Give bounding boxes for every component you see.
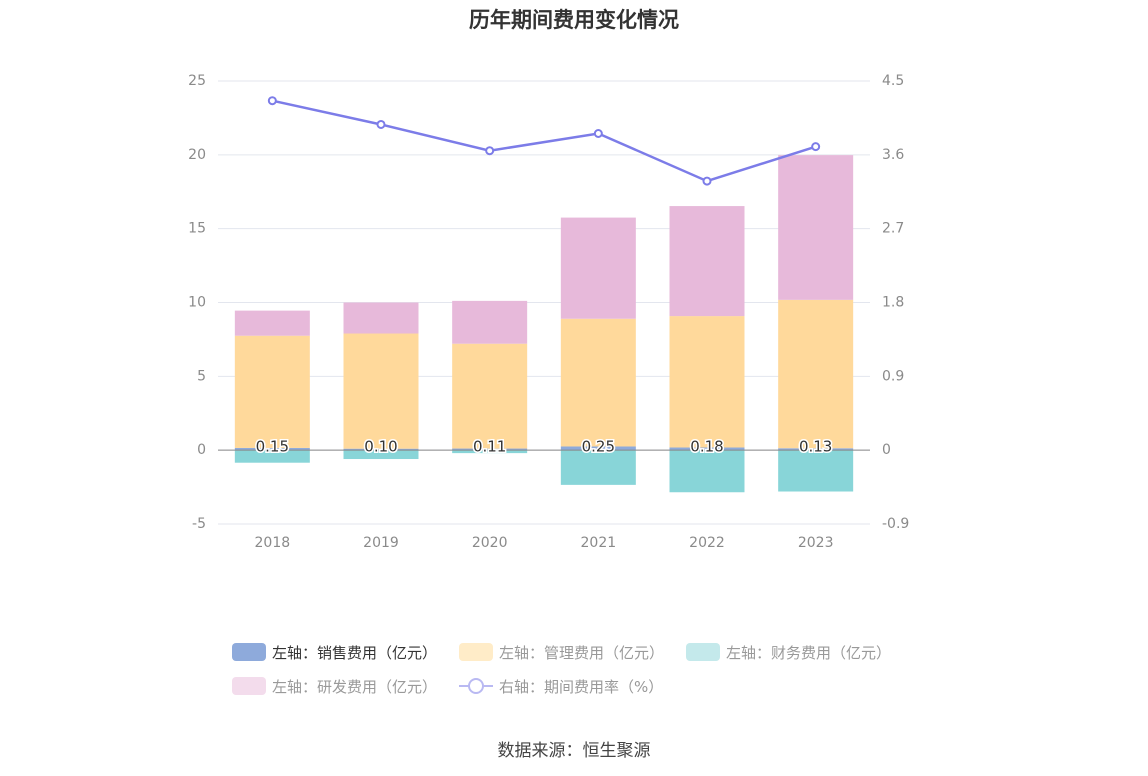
left-axis-tick-label: -5 [192, 516, 206, 532]
legend-label-rate: 右轴：期间费用率（%） [499, 677, 664, 696]
data-label-sales: 0.18 [690, 438, 723, 456]
x-axis-tick-label: 2022 [689, 535, 725, 551]
rate-point [485, 146, 495, 156]
legend-swatch-finance [686, 643, 721, 661]
legend-item-rate[interactable]: 右轴：期间费用率（%） [459, 676, 663, 697]
bar-admin [778, 299, 854, 449]
bar-admin [234, 335, 310, 448]
bar-rd [343, 302, 419, 334]
legend-item-rd[interactable]: 左轴：研发费用（亿元） [232, 676, 437, 697]
x-axis-tick-label: 2020 [472, 535, 508, 551]
legend-item-sales[interactable]: 左轴：销售费用（亿元） [232, 642, 437, 663]
data-label-sales: 0.11 [473, 438, 506, 456]
data-label-sales: 0.15 [256, 438, 289, 456]
right-axis-tick-label: -0.9 [882, 516, 909, 532]
legend-label-rd: 左轴：研发费用（亿元） [272, 677, 438, 696]
right-axis-tick-label: 1.8 [882, 295, 904, 311]
bar-finance [452, 450, 528, 454]
rate-point [376, 119, 386, 129]
bar-admin [669, 316, 745, 448]
right-axis-tick-label: 0.9 [882, 368, 904, 384]
left-axis-tick-label: 15 [188, 221, 206, 237]
legend-row-2: 左轴：研发费用（亿元） 右轴：期间费用率（%） [232, 674, 932, 698]
x-axis-tick-label: 2023 [798, 535, 834, 551]
bar-finance [778, 450, 854, 492]
bar-finance [343, 450, 419, 460]
left-axis-tick-label: 20 [188, 147, 206, 163]
legend-row-1: 左轴：销售费用（亿元） 左轴：管理费用（亿元） 左轴：财务费用（亿元） [232, 640, 932, 664]
left-axis-tick-label: 25 [188, 73, 206, 89]
legend: 左轴：销售费用（亿元） 左轴：管理费用（亿元） 左轴：财务费用（亿元） 左轴：研… [232, 640, 932, 708]
legend-label-sales: 左轴：销售费用（亿元） [272, 643, 438, 662]
right-axis-tick-label: 0 [882, 442, 891, 458]
legend-item-finance[interactable]: 左轴：财务费用（亿元） [686, 642, 891, 663]
legend-line-marker-icon [459, 677, 494, 695]
bar-finance [234, 450, 310, 463]
right-axis-tick-label: 4.5 [882, 73, 904, 89]
legend-swatch-rd [232, 677, 266, 695]
bar-sales [669, 447, 745, 451]
rate-point [811, 142, 821, 152]
x-axis-tick-label: 2019 [363, 535, 399, 551]
bar-finance [669, 450, 745, 493]
left-axis-tick-label: 0 [197, 442, 206, 458]
chart-title: 历年期间费用变化情况 [469, 8, 679, 32]
bar-rd [234, 310, 310, 336]
bar-sales [452, 448, 528, 451]
data-label-sales: 0.25 [582, 438, 615, 456]
x-axis-tick-label: 2018 [255, 535, 291, 551]
source-note: 数据来源：恒生聚源 [497, 741, 651, 761]
bar-admin [452, 343, 528, 449]
bar-sales [560, 446, 636, 451]
bar-rd [669, 206, 745, 317]
bar-rd [452, 300, 528, 344]
rate-line [272, 99, 817, 183]
bar-sales [778, 448, 854, 451]
bar-sales [343, 448, 419, 451]
chart-area: -5 0 5 10 15 20 25 -0.9 0 0.9 1.8 2.7 3.6 4.5 2018 2019… [188, 73, 909, 551]
legend-label-admin: 左轴：管理费用（亿元） [499, 643, 665, 662]
bar-admin [343, 333, 419, 449]
data-label-sales: 0.13 [799, 438, 832, 456]
rate-point [593, 129, 603, 139]
data-label-sales: 0.10 [364, 438, 397, 456]
bar-rd [778, 155, 854, 300]
rate-point [702, 176, 712, 186]
left-axis-tick-label: 5 [197, 368, 206, 384]
left-axis-tick-label: 10 [188, 295, 206, 311]
legend-swatch-sales [232, 643, 266, 661]
legend-item-admin[interactable]: 左轴：管理费用（亿元） [459, 642, 664, 663]
right-axis-tick-label: 2.7 [882, 221, 904, 237]
bar-admin [560, 318, 636, 447]
right-axis-tick-label: 3.6 [882, 147, 904, 163]
bar-rd [560, 217, 636, 319]
legend-label-finance: 左轴：财务费用（亿元） [726, 643, 892, 662]
legend-swatch-admin [459, 643, 494, 661]
rate-point [267, 96, 277, 106]
bar-sales [234, 447, 310, 451]
bar-finance [560, 450, 636, 485]
x-axis-tick-label: 2021 [581, 535, 617, 551]
